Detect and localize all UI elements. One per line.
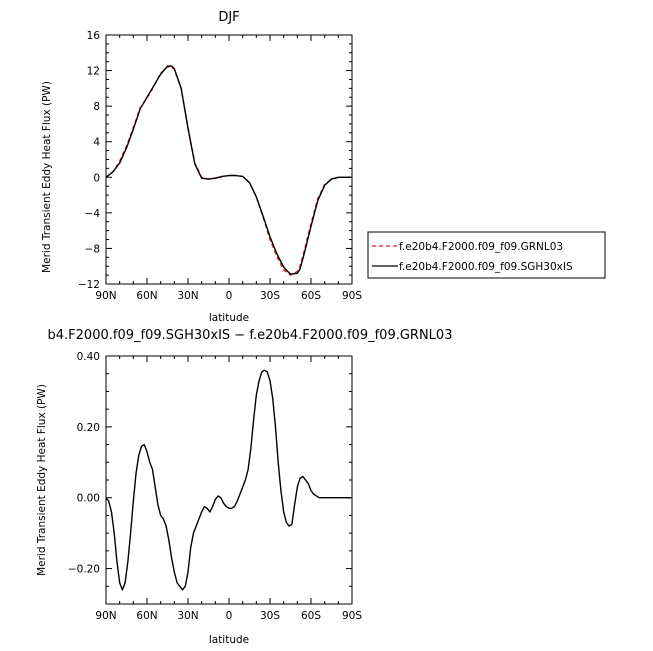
bottom-xtick-label: 30S [260, 610, 280, 622]
bottom-xtick-label: 90S [342, 610, 362, 622]
top-ytick-label: 4 [93, 137, 100, 149]
top-xtick-label: 60S [301, 290, 321, 302]
top-ytick-label: 0 [93, 172, 100, 184]
bottom-ytick-label: 0.20 [77, 422, 100, 434]
top-xtick-label: 90S [342, 290, 362, 302]
bottom-xlabel: latitude [209, 634, 249, 646]
bottom-xtick-label: 90N [95, 610, 116, 622]
legend-label-sgh30xis: f.e20b4.F2000.f09_f09.SGH30xIS [399, 261, 573, 273]
top-xtick-label: 60N [136, 290, 157, 302]
top-series-line-1 [105, 65, 352, 275]
top-ytick-label: 16 [87, 30, 101, 42]
bottom-panel: b4.F2000.f09_f09.SGH30xIS − f.e20b4.F200… [36, 328, 452, 646]
top-ytick-label: 8 [93, 101, 100, 113]
bottom-ytick-label: 0.40 [77, 351, 100, 363]
top-ytick-label: −4 [85, 208, 101, 220]
top-xtick-label: 30N [177, 290, 198, 302]
bottom-axis-ticks: 90N 60N 30N 0 30S 60S 90S −0.20 0.00 0.20 0.40 [68, 351, 363, 622]
top-xtick-label: 30S [260, 290, 280, 302]
legend: f.e20b4.F2000.f09_f09.GRNL03 f.e20b4.F20… [367, 231, 606, 279]
top-ylabel: Merid Transient Eddy Heat Flux (PW) [41, 81, 53, 273]
bottom-series-line-0 [105, 369, 352, 591]
top-ytick-label: −12 [78, 279, 100, 291]
top-xtick-label: 0 [226, 290, 233, 302]
top-title: DJF [218, 10, 239, 25]
top-series-lines [105, 65, 352, 276]
top-ytick-label: 12 [87, 66, 100, 78]
bottom-xtick-label: 0 [226, 610, 233, 622]
bottom-xtick-label: 30N [177, 610, 198, 622]
top-xtick-label: 90N [95, 290, 116, 302]
bottom-ytick-label: −0.20 [68, 564, 100, 576]
bottom-xtick-label: 60S [301, 610, 321, 622]
bottom-ytick-label: 0.00 [77, 493, 100, 505]
bottom-series-lines [105, 369, 352, 591]
legend-box [367, 231, 606, 279]
top-ytick-label: −8 [85, 243, 100, 255]
legend-label-grnl03: f.e20b4.F2000.f09_f09.GRNL03 [399, 241, 563, 253]
bottom-title: b4.F2000.f09_f09.SGH30xIS − f.e20b4.F200… [48, 328, 453, 343]
top-series-line-0 [105, 66, 352, 276]
bottom-ylabel: Merid Transient Eddy Heat Flux (PW) [36, 384, 48, 576]
top-plot-frame [105, 34, 353, 285]
bottom-xtick-label: 60N [136, 610, 157, 622]
top-panel: DJF Merid Transient Eddy Heat Flux (PW) … [41, 10, 362, 324]
top-axis-ticks: 90N 60N 30N 0 30S 60S 90S −12 −8 −4 0 4 8 12 16 [78, 30, 363, 302]
top-xlabel: latitude [209, 312, 249, 324]
bottom-plot-frame [105, 355, 353, 605]
